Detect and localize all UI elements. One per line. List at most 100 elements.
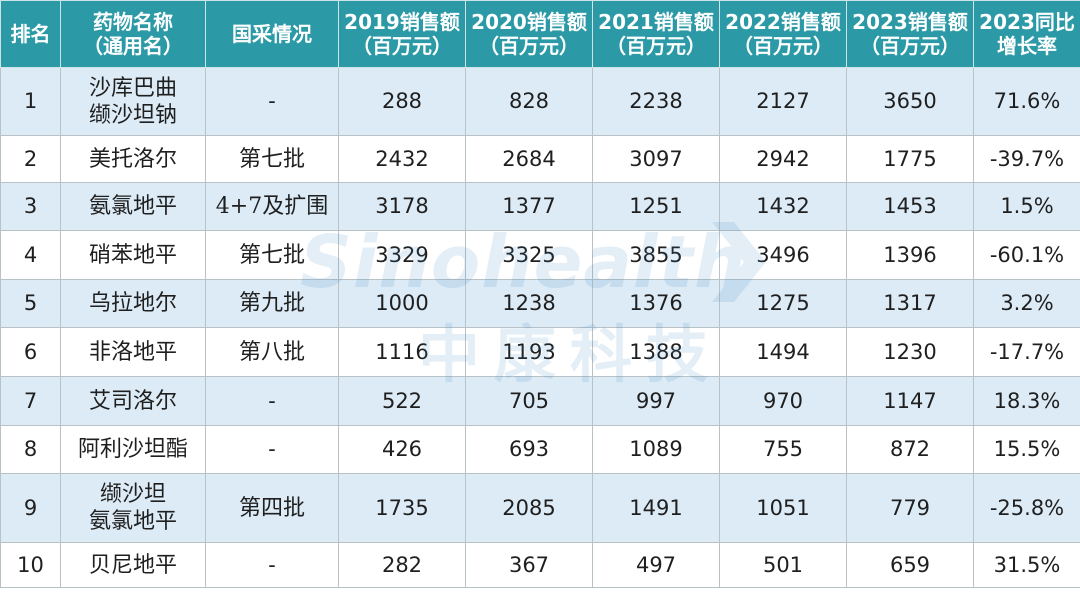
cell-sales-2023: 1317 [846,279,974,328]
header-label: 2022销售额 [725,10,841,34]
header-label: 药物名称 [93,10,173,34]
cell-growth: 31.5% [973,542,1080,588]
cell-sales-2021: 3855 [592,230,720,280]
cell-sales-2020: 367 [465,542,593,588]
cell-drug-name: 硝苯地平 [60,230,206,280]
cell-rank: 5 [0,279,61,328]
cell-rank: 6 [0,327,61,377]
cell-growth: -25.8% [973,473,1080,543]
cell-rank: 4 [0,230,61,280]
cell-vbp-status: 第九批 [205,279,339,328]
cell-drug-name: 乌拉地尔 [60,279,206,328]
cell-sales-2022: 3496 [719,230,847,280]
header-label: 排名 [10,22,51,46]
cell-drug-name: 沙库巴曲 缬沙坦钠 [60,67,206,136]
table-body: 1 沙库巴曲 缬沙坦钠 - 288 828 2238 2127 3650 71.6… [0,67,1080,588]
cell-sales-2020: 2085 [465,473,593,543]
drug-name-line: 沙库巴曲 [88,75,177,101]
drug-name-line: 缬沙坦钠 [88,102,177,128]
cell-growth: -17.7% [973,327,1080,377]
cell-sales-2019: 3329 [338,230,466,280]
header-sublabel: （通用名） [83,34,183,58]
cell-vbp-status: 第七批 [205,135,339,183]
cell-rank: 1 [0,67,61,136]
cell-sales-2023: 1230 [846,327,974,377]
cell-vbp-status: - [205,376,339,426]
cell-sales-2021: 997 [592,376,720,426]
cell-sales-2021: 1388 [592,327,720,377]
table-row: 3 氨氯地平 4+7及扩围 3178 1377 1251 1432 1453 1… [0,182,1080,231]
drug-name-line: 氨氯地平 [88,509,177,534]
cell-sales-2019: 282 [338,542,466,588]
cell-sales-2019: 288 [338,67,466,136]
cell-sales-2022: 1275 [719,279,847,328]
header-sublabel: 增长率 [997,34,1057,58]
cell-drug-name: 非洛地平 [60,327,206,377]
cell-sales-2019: 1000 [338,279,466,328]
header-label: 2021销售额 [598,10,714,34]
cell-sales-2023: 659 [846,542,974,588]
cell-vbp-status: 第七批 [205,230,339,280]
table-header: 排名 药物名称 （通用名） 国采情况 2019销售额 （百万元） 2020销售额 （百… [0,0,1080,68]
cell-drug-name: 艾司洛尔 [60,376,206,426]
header-vbp-status: 国采情况 [205,0,339,68]
cell-sales-2020: 1238 [465,279,593,328]
cell-sales-2022: 970 [719,376,847,426]
cell-growth: 3.2% [973,279,1080,328]
header-sublabel: （百万元） [606,34,706,58]
cell-sales-2022: 1051 [719,473,847,543]
cell-rank: 2 [0,135,61,183]
cell-sales-2022: 501 [719,542,847,588]
cell-sales-2021: 497 [592,542,720,588]
header-sales-2021: 2021销售额 （百万元） [592,0,720,68]
cell-vbp-status: 第八批 [205,327,339,377]
cell-rank: 10 [0,542,61,588]
cell-drug-name: 缬沙坦 氨氯地平 [60,473,206,543]
table-row: 8 阿利沙坦酯 - 426 693 1089 755 872 15.5% [0,425,1080,474]
cell-sales-2023: 3650 [846,67,974,136]
cell-sales-2019: 426 [338,425,466,474]
header-label: 2023销售额 [852,10,968,34]
cell-rank: 7 [0,376,61,426]
cell-sales-2022: 755 [719,425,847,474]
cell-sales-2020: 693 [465,425,593,474]
cell-sales-2021: 1251 [592,182,720,231]
header-sales-2022: 2022销售额 （百万元） [719,0,847,68]
header-sublabel: （百万元） [479,34,579,58]
cell-drug-name: 美托洛尔 [60,135,206,183]
cell-growth: 15.5% [973,425,1080,474]
cell-sales-2023: 872 [846,425,974,474]
cell-sales-2020: 1377 [465,182,593,231]
header-label: 2019销售额 [344,10,460,34]
cell-growth: 1.5% [973,182,1080,231]
cell-sales-2019: 2432 [338,135,466,183]
cell-sales-2022: 1494 [719,327,847,377]
cell-sales-2023: 779 [846,473,974,543]
cell-drug-name: 氨氯地平 [60,182,206,231]
cell-growth: 18.3% [973,376,1080,426]
header-drug-name: 药物名称 （通用名） [60,0,206,68]
header-label: 2020销售额 [471,10,587,34]
cell-vbp-status: 4+7及扩围 [205,182,339,231]
cell-sales-2020: 828 [465,67,593,136]
header-label: 国采情况 [232,22,312,46]
cell-sales-2022: 2127 [719,67,847,136]
cell-drug-name: 贝尼地平 [60,542,206,588]
table-row: 6 非洛地平 第八批 1116 1193 1388 1494 1230 -17.… [0,327,1080,377]
cell-vbp-status: - [205,425,339,474]
table-row: 10 贝尼地平 - 282 367 497 501 659 31.5% [0,542,1080,588]
cell-sales-2019: 3178 [338,182,466,231]
cell-growth: -39.7% [973,135,1080,183]
table-row: 7 艾司洛尔 - 522 705 997 970 1147 18.3% [0,376,1080,426]
table-row: 2 美托洛尔 第七批 2432 2684 3097 2942 1775 -39.… [0,135,1080,183]
table-row: 4 硝苯地平 第七批 3329 3325 3855 3496 1396 -60.… [0,230,1080,280]
cell-growth: 71.6% [973,67,1080,136]
cell-rank: 8 [0,425,61,474]
cell-rank: 3 [0,182,61,231]
cell-sales-2023: 1775 [846,135,974,183]
table-row: 9 缬沙坦 氨氯地平 第四批 1735 2085 1491 1051 779 -2… [0,473,1080,543]
cell-vbp-status: 第四批 [205,473,339,543]
header-growth-2023: 2023同比 增长率 [973,0,1080,68]
